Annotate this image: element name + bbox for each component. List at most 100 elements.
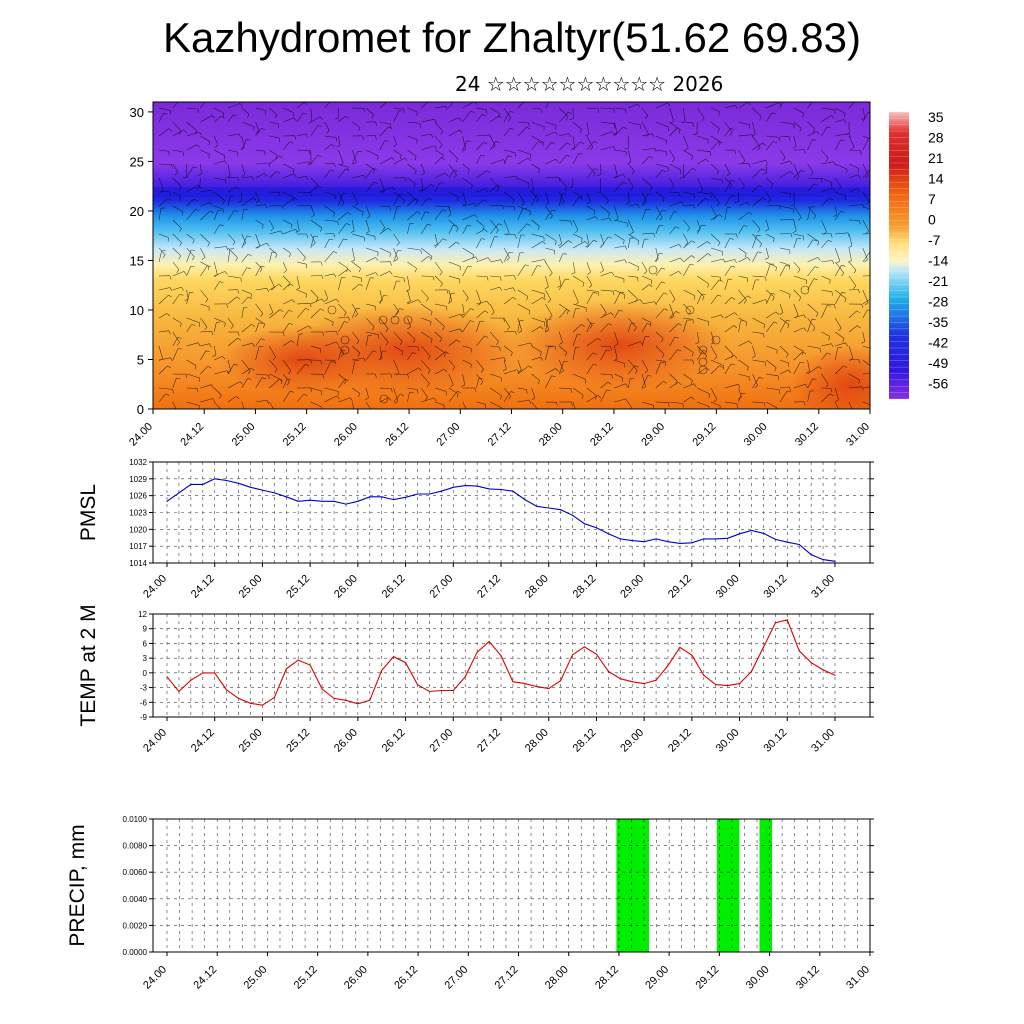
wind-barb xyxy=(834,292,843,305)
wind-barb xyxy=(683,191,695,195)
wind-barb-flag xyxy=(846,169,848,174)
wind-barb-flag xyxy=(833,161,836,166)
wind-barb xyxy=(517,342,531,347)
wind-barb-flag xyxy=(487,257,491,262)
wind-barb xyxy=(351,191,359,204)
heatmap-warm-cores xyxy=(220,300,870,409)
wind-barb xyxy=(365,182,375,193)
wind-barb-flag xyxy=(492,145,496,149)
wind-barb xyxy=(807,239,814,249)
wind-barb xyxy=(821,107,835,110)
wind-barb-flag xyxy=(762,197,767,201)
wind-barb-flag xyxy=(569,118,574,121)
wind-barb xyxy=(489,177,500,189)
wind-barb xyxy=(765,112,773,123)
wind-barb xyxy=(517,289,528,297)
wind-barb xyxy=(697,149,711,153)
wind-barb xyxy=(269,378,280,389)
wind-barb xyxy=(462,345,472,349)
temp-data-point xyxy=(750,670,753,673)
wind-barb xyxy=(600,131,612,137)
wind-barb xyxy=(834,317,842,329)
wind-barb-flag xyxy=(426,297,429,302)
wind-barb-flag xyxy=(754,385,758,389)
wind-barb xyxy=(269,121,279,125)
wind-barb-flag xyxy=(179,186,182,191)
wind-barb xyxy=(586,233,590,246)
wind-barb xyxy=(283,283,290,291)
wind-barb xyxy=(531,297,543,305)
wind-barb-flag xyxy=(622,174,626,178)
wind-barb xyxy=(255,288,268,291)
wind-barb-flag xyxy=(169,287,173,292)
wind-barb xyxy=(282,323,290,333)
wind-barb xyxy=(807,345,821,349)
wind-barb xyxy=(835,331,845,339)
wind-barb xyxy=(545,191,550,204)
wind-barb xyxy=(862,107,866,119)
wind-barb xyxy=(172,348,179,361)
wind-barb-flag xyxy=(481,114,486,117)
wind-barb xyxy=(476,142,484,151)
wind-barb-flag xyxy=(388,126,393,130)
wind-barb xyxy=(807,206,811,221)
wind-barb-flag xyxy=(836,260,840,264)
wind-barb-flag xyxy=(800,170,805,173)
wind-barb xyxy=(558,275,562,286)
wind-barb xyxy=(848,163,859,169)
wind-barb xyxy=(393,206,398,221)
wind-barb-flag xyxy=(609,217,612,222)
calm-wind-circle xyxy=(800,285,810,295)
wind-barb xyxy=(572,308,576,319)
wind-barb-flag xyxy=(266,288,269,293)
wind-barb xyxy=(296,112,304,123)
heatmap-x-tick-label: 26.12 xyxy=(383,421,411,449)
wind-barb xyxy=(572,121,582,130)
wind-barb-flag xyxy=(850,412,853,415)
wind-barb-flag xyxy=(291,340,295,344)
wind-barb xyxy=(241,267,248,277)
wind-barb xyxy=(186,289,189,300)
wind-barb-flag xyxy=(509,127,514,130)
wind-barb xyxy=(586,141,595,151)
wind-barb-flag xyxy=(239,381,243,385)
wind-barb xyxy=(752,235,757,249)
wind-barb xyxy=(600,121,615,125)
wind-barb xyxy=(476,238,482,249)
wind-barb xyxy=(641,133,653,137)
wind-barb-flag xyxy=(491,311,495,316)
wind-barb xyxy=(338,316,349,319)
wind-barb-flag xyxy=(288,310,293,312)
wind-barb xyxy=(600,349,607,361)
wind-barb-flag xyxy=(587,271,591,275)
wind-barb-flag xyxy=(446,289,449,294)
pmsl-data-point xyxy=(476,485,478,487)
wind-barb xyxy=(310,308,321,319)
wind-barb xyxy=(545,177,559,179)
wind-barb xyxy=(269,303,274,313)
wind-barb-flag xyxy=(624,294,626,299)
wind-barb-flag xyxy=(209,343,212,348)
wind-barb-flag xyxy=(279,378,283,382)
wind-barb-flag xyxy=(549,215,553,219)
wind-barb xyxy=(697,289,705,297)
wind-barb-flag xyxy=(454,169,459,172)
wind-barb-flag xyxy=(579,141,584,145)
wind-barb xyxy=(407,223,410,235)
wind-barb xyxy=(324,205,335,214)
wind-barb-flag xyxy=(561,201,565,205)
wind-barb xyxy=(531,163,540,170)
wind-barb xyxy=(503,287,514,291)
wind-barb-flag xyxy=(611,131,615,135)
wind-barb-flag xyxy=(181,211,184,216)
wind-barb xyxy=(269,230,281,235)
wind-barb xyxy=(434,182,441,193)
wind-barb xyxy=(669,226,676,235)
wind-barb xyxy=(600,191,609,201)
wind-barb xyxy=(669,311,677,319)
wind-barb xyxy=(641,261,648,272)
wind-barb xyxy=(697,198,706,207)
wind-barb-flag xyxy=(364,397,369,401)
wind-barb-flag xyxy=(770,183,774,188)
wind-barb-flag xyxy=(653,233,656,237)
